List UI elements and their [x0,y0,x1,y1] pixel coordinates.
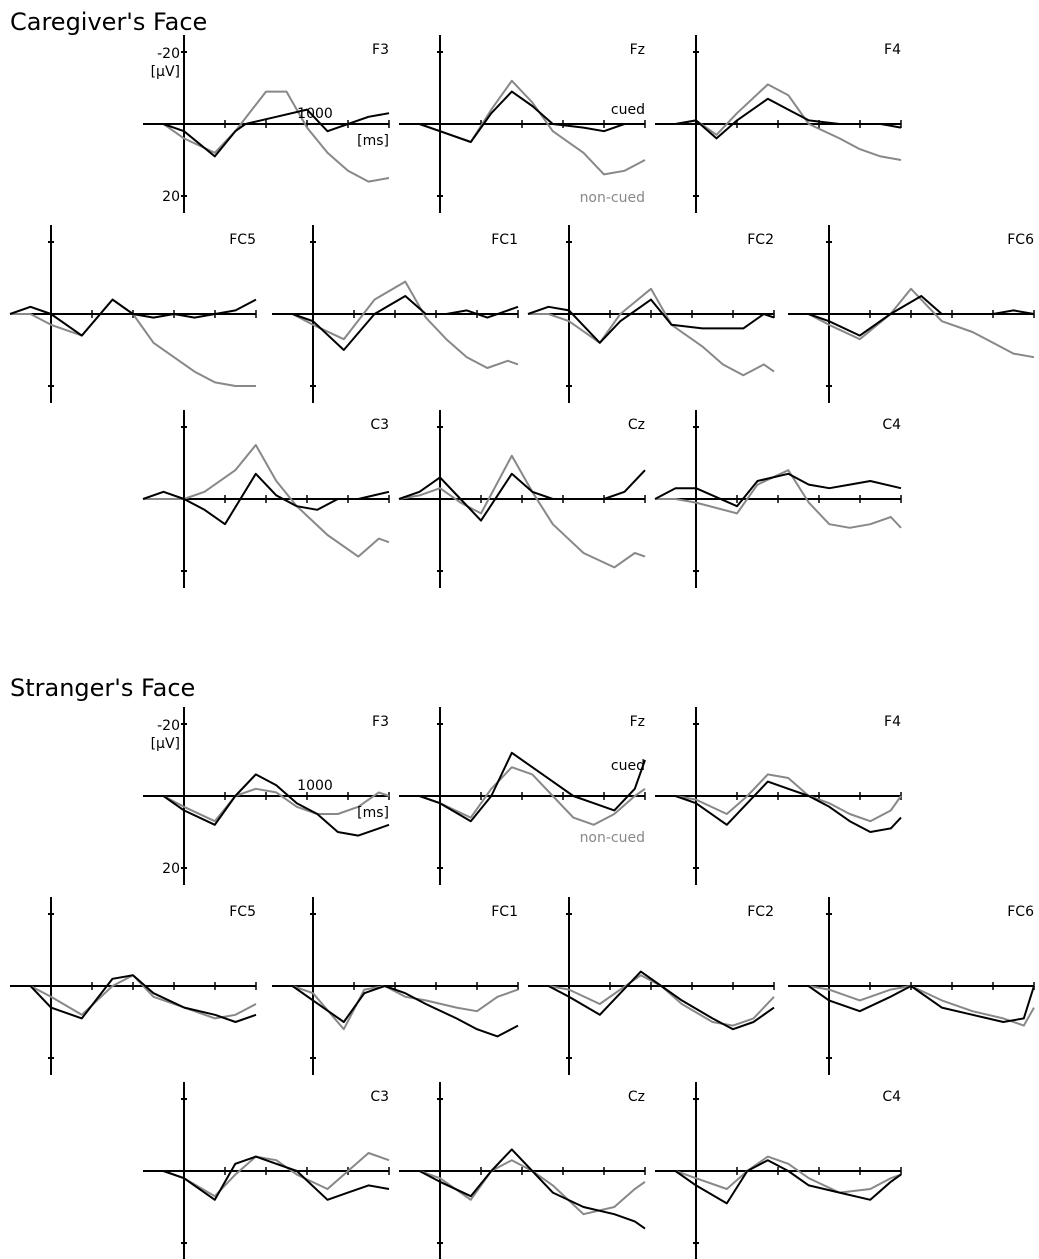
chart-2-fc2-cued-line [528,970,775,1031]
chart-1-fz-label: Fz [630,42,645,58]
chart-1-cz-label: Cz [628,417,645,433]
chart-2-fc2-non-cued-line [528,974,775,1027]
chart-2-c3-cued-line [143,1155,390,1201]
chart-1-c4-label: C4 [882,417,901,433]
chart-2-fz-cued-line [399,751,646,823]
chart-1-c3-cued-line [142,472,390,526]
chart-1-cz-cued-line [398,469,646,522]
chart-1-fc6-label: FC6 [1007,232,1034,248]
scale-y-unit: [µV] [151,64,180,80]
chart-2-c3-label: C3 [370,1089,389,1105]
chart-1-fc1-cued-line [272,295,519,351]
chart-2-fc1-non-cued-line [272,985,519,1031]
chart-1-f3-non-cued-line [143,90,390,183]
chart-2-fc2-label: FC2 [747,904,774,920]
chart-2-f4-cued-line [655,780,902,833]
chart-1-c4-cued-line [654,472,902,508]
scale-x-unit: [ms] [357,133,389,149]
chart-1-fc2-non-cued-line [528,287,775,377]
chart-2-fc5-cued-line [10,974,257,1023]
chart-2-fc6-cued-line [788,985,1035,1023]
chart-1-f4-cued-line [655,97,902,140]
chart-1-fc5-cued-line [9,298,257,337]
chart-1-fc5-non-cued-line [10,298,256,387]
scale-y-unit: [µV] [151,736,180,752]
chart-2-title: Stranger's Face [10,674,195,702]
chart-1-fc1-label: FC1 [491,232,518,248]
scale-y-bottom-label: 20 [162,189,180,205]
chart-2-fc5-non-cued-line [10,974,257,1020]
chart-2-fc5-label: FC5 [229,904,256,920]
chart-2-f3-cued-line [143,773,390,837]
chart-1-cz-non-cued-line [398,454,646,569]
scale-x-label: 1000 [297,106,333,122]
chart-2-f3-non-cued-line [143,787,390,823]
chart-1-fc2-cued-line [527,298,775,344]
chart-2-c4-label: C4 [882,1089,901,1105]
scale-y-top-label: -20 [157,718,180,734]
scale-y-top-label: -20 [157,46,180,62]
chart-1-fc6-non-cued-line [788,287,1035,359]
chart-2-fc1-label: FC1 [491,904,518,920]
chart-1-c4-non-cued-line [655,469,902,529]
chart-1-c3-non-cued-line [143,444,390,558]
chart-1-f3-cued-line [143,108,390,158]
chart-2-f4-label: F4 [884,714,901,730]
chart-2-c4-cued-line [655,1159,902,1205]
scale-x-unit: [ms] [357,805,389,821]
legend-non-cued: non-cued [580,830,645,846]
chart-2-fc1-cued-line [272,985,519,1038]
chart-2-c4-non-cued-line [655,1155,902,1194]
chart-1-fc5-label: FC5 [229,232,256,248]
chart-1-fc2-label: FC2 [747,232,774,248]
scale-x-label: 1000 [297,778,333,794]
chart-2-fc6-label: FC6 [1007,904,1034,920]
scale-y-bottom-label: 20 [162,861,180,877]
chart-1-fz-cued-line [399,90,645,143]
legend-cued: cued [611,102,645,118]
chart-2-cz-label: Cz [628,1089,645,1105]
chart-1-f3-label: F3 [372,42,389,58]
legend-cued: cued [611,758,645,774]
chart-2-cz-non-cued-line [399,1159,646,1216]
chart-1-f4-label: F4 [884,42,901,58]
legend-non-cued: non-cued [580,190,645,206]
chart-2-fz-label: Fz [630,714,645,730]
chart-1-fc6-cued-line [788,295,1035,337]
chart-2-f3-label: F3 [372,714,389,730]
chart-1-c3-label: C3 [370,417,389,433]
chart-1-fc1-non-cued-line [272,280,519,369]
chart-2-f4-non-cued-line [655,773,902,823]
chart-1-title: Caregiver's Face [10,8,207,36]
chart-2-cz-cued-line [399,1148,646,1230]
